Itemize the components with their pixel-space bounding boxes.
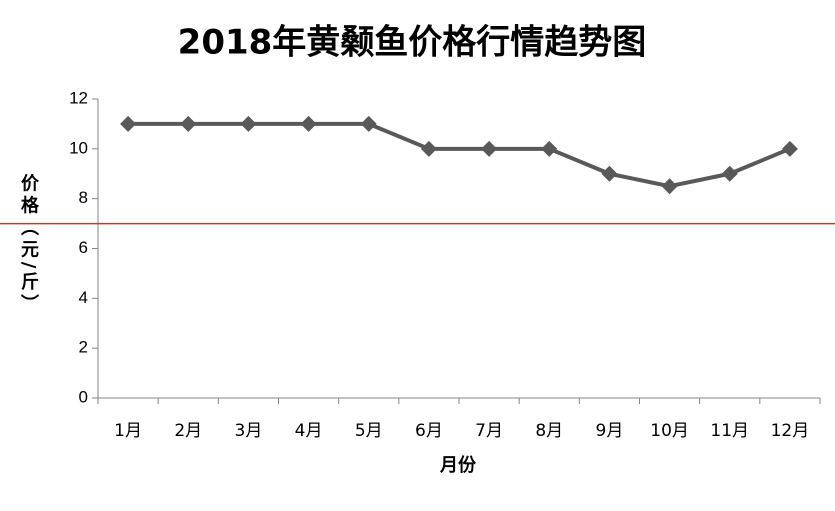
x-tick-label: 4月 <box>295 421 323 441</box>
data-point <box>781 140 798 157</box>
y-axis-title: 价格（元/斤） <box>18 174 39 317</box>
data-point <box>120 115 137 132</box>
x-tick-label: 7月 <box>475 421 503 441</box>
x-tick-label: 1月 <box>114 421 142 441</box>
y-tick-label: 4 <box>79 288 88 307</box>
y-tick-label: 0 <box>79 387 88 406</box>
data-point <box>420 140 437 157</box>
data-point <box>300 115 317 132</box>
data-point <box>180 115 197 132</box>
data-point <box>481 140 498 157</box>
data-line <box>128 121 791 189</box>
x-tick-label: 6月 <box>415 421 443 441</box>
x-axis-title: 月份 <box>439 454 477 476</box>
y-tick-label: 2 <box>79 338 88 357</box>
x-tick-label: 3月 <box>235 421 263 441</box>
y-tick-label: 6 <box>79 238 88 257</box>
x-tick-label: 10月 <box>650 421 689 441</box>
x-tick-label: 2月 <box>174 421 202 441</box>
data-point <box>661 178 678 195</box>
y-tick-label: 12 <box>69 88 88 107</box>
data-point <box>721 165 738 182</box>
y-tick-label: 10 <box>69 138 88 157</box>
y-tick-label: 8 <box>79 188 88 207</box>
x-tick-label: 12月 <box>771 421 810 441</box>
x-tick-label: 8月 <box>535 421 563 441</box>
x-tick-label: 11月 <box>710 421 749 441</box>
chart-title: 2018年黄颡鱼价格行情趋势图 <box>178 23 647 63</box>
x-tick-label: 9月 <box>596 421 624 441</box>
data-point <box>360 115 377 132</box>
data-point <box>240 115 257 132</box>
x-tick-label: 5月 <box>355 421 383 441</box>
data-point <box>601 165 618 182</box>
data-point <box>541 140 558 157</box>
